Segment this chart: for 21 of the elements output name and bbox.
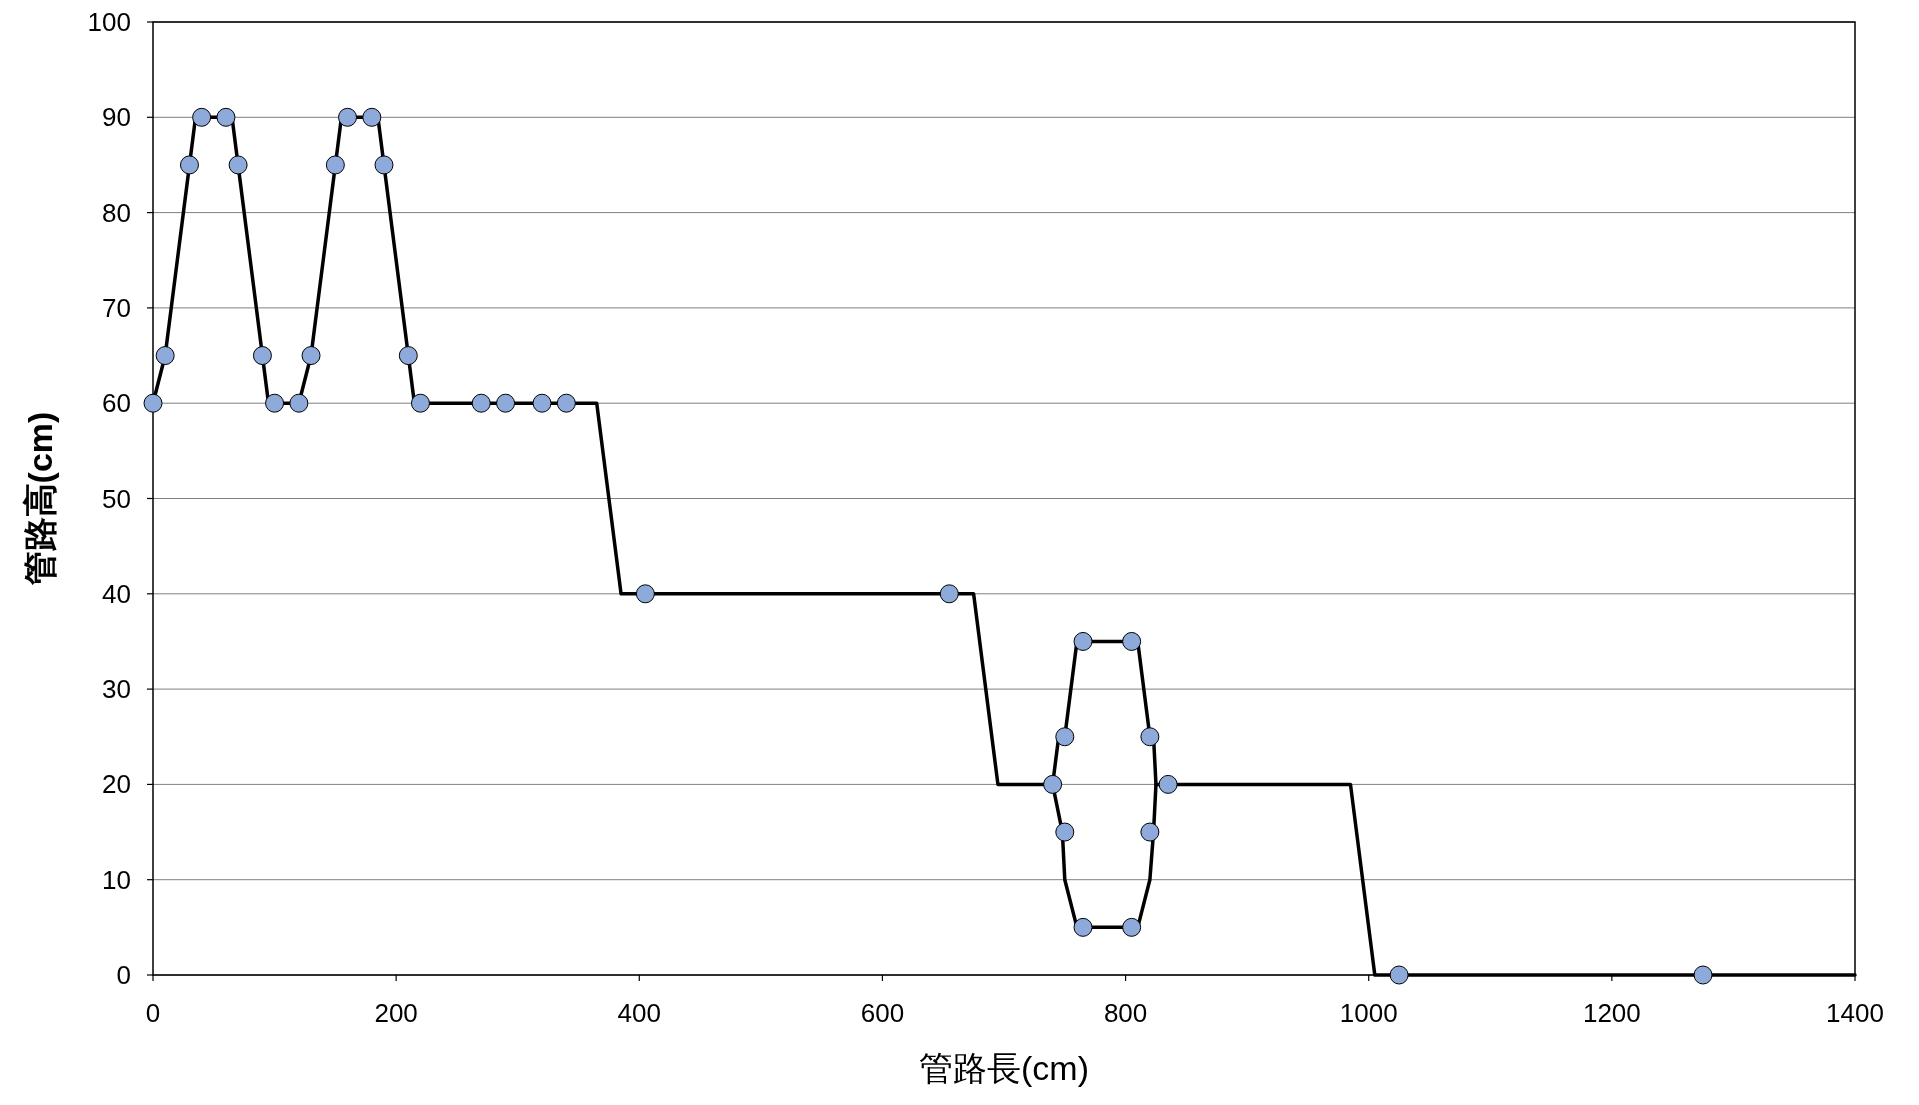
y-tick-label: 0 [116, 960, 131, 990]
y-tick-label: 80 [102, 197, 131, 228]
x-tick-label: 0 [145, 998, 161, 1028]
x-tick-label: 600 [860, 998, 905, 1028]
y-axis-title: 管路高(cm) [21, 411, 59, 587]
x-axis-title: 管路長(cm) [919, 1049, 1089, 1087]
y-tick-label: 10 [102, 864, 131, 895]
y-tick-label: 60 [102, 388, 131, 419]
y-tick-label: 30 [102, 674, 131, 705]
y-tick-label: 50 [102, 483, 131, 514]
x-tick-label: 1400 [1826, 998, 1884, 1028]
x-tick-label: 800 [1103, 998, 1148, 1028]
y-tick-label: 90 [102, 102, 131, 133]
x-tick-label: 400 [617, 998, 661, 1028]
x-tick-label: 1000 [1339, 998, 1398, 1028]
y-tick-label: 20 [102, 769, 131, 800]
x-tick-label: 200 [374, 998, 418, 1028]
y-tick-label: 100 [87, 7, 131, 37]
y-tick-label: 40 [102, 578, 131, 609]
x-tick-label: 1200 [1582, 998, 1641, 1028]
y-tick-label: 70 [102, 292, 131, 323]
